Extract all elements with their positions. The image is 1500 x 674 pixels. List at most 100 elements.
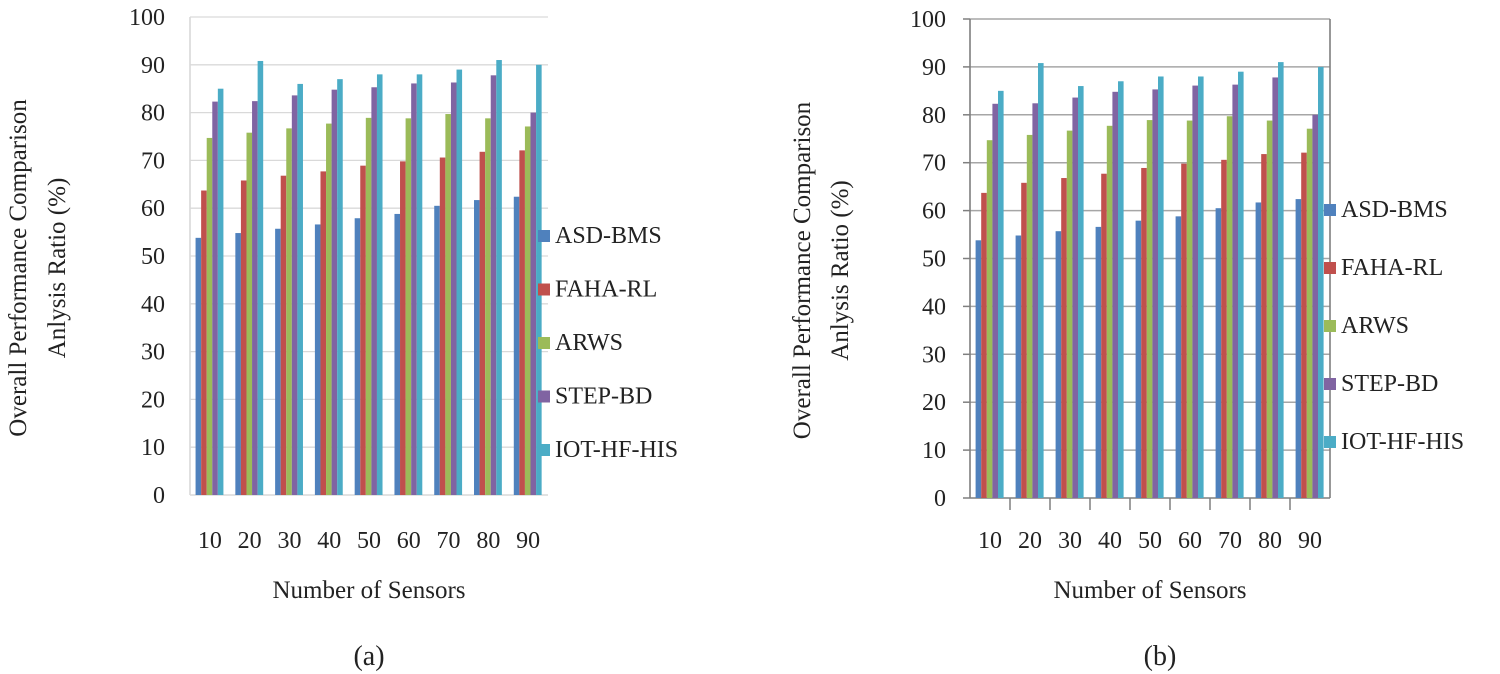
bar-iot-hf-his-60 [416,74,423,496]
x-tick-label: 50 [357,528,381,554]
x-tick-label: 40 [317,528,341,554]
bar-iot-hf-his-90 [536,64,542,496]
bar-iot-hf-his-50 [1158,76,1164,498]
bar-arws-10 [986,140,993,498]
bar-step-bd-40 [331,89,338,495]
bar-faha-rl-90 [519,150,525,495]
bar-arws-40 [326,123,332,496]
y-tick-label: 50 [922,247,946,273]
bar-faha-rl-70 [1221,159,1227,499]
bar-asd-bms-20 [1015,235,1022,498]
y-axis-title-line-1: Overall Performance Comparison [5,99,32,437]
y-tick-label: 40 [141,292,165,318]
y-tick-label: 60 [141,196,165,222]
bar-step-bd-50 [371,87,377,496]
bar-arws-20 [246,132,253,495]
bar-step-bd-80 [490,75,497,495]
bar-iot-hf-his-70 [1238,71,1244,498]
bar-asd-bms-60 [1175,216,1182,498]
x-tick-label: 80 [1258,528,1282,554]
y-tick-label: 100 [910,7,946,33]
bar-iot-hf-his-10 [217,88,224,495]
chart-a: 0 10 20 30 40 50 60 70 80 90 100 10 20 30 40 50 60 70 80 90… [5,5,678,672]
x-tick-label: 60 [1178,528,1202,554]
legend-label: STEP-BD [555,384,652,410]
bar-step-bd-60 [1192,85,1198,499]
y-tick-label: 0 [934,486,946,512]
bar-asd-bms-40 [314,224,321,495]
bar-asd-bms-30 [1055,231,1062,498]
bar-faha-rl-60 [400,161,406,495]
y-tick-label: 90 [141,53,165,79]
y-tick-label: 50 [141,244,165,270]
legend-swatch-iot-hf-his [1324,436,1336,448]
x-tick-label: 10 [978,528,1002,554]
bar-arws-30 [1066,130,1073,498]
bar-faha-rl-80 [1261,154,1267,498]
bar-step-bd-10 [992,103,998,499]
y-tick-label: 30 [141,340,165,366]
legend-swatch-asd-bms [1324,204,1336,216]
bar-iot-hf-his-30 [1078,86,1084,498]
x-tick-label: 20 [238,528,262,554]
bar-arws-60 [405,118,412,495]
bar-step-bd-90 [1312,114,1318,499]
legend-label: FAHA-RL [1341,255,1443,281]
x-axis-title: Number of Sensors [272,577,465,604]
bar-arws-40 [1106,125,1113,498]
y-tick-label: 70 [922,151,946,177]
bar-iot-hf-his-10 [998,90,1004,498]
x-tick-label: 30 [1058,528,1082,554]
legend-label: IOT-HF-HIS [555,437,678,463]
bar-asd-bms-70 [1215,208,1222,498]
bar-step-bd-70 [450,82,457,496]
x-tick-label: 60 [397,528,421,554]
bar-asd-bms-90 [513,196,520,495]
y-axis-title-line-2: Anlysis Ratio (%) [44,178,71,359]
y-tick-label: 100 [129,5,165,31]
figure-caption: (b) [1144,641,1177,672]
bar-arws-70 [445,114,451,495]
bar-faha-rl-50 [360,165,366,495]
bar-arws-60 [1186,120,1193,498]
legend-label: ARWS [1341,313,1409,339]
bar-step-bd-20 [252,101,258,496]
x-tick-label: 10 [198,528,222,554]
bar-arws-50 [1146,120,1153,498]
bar-iot-hf-his-80 [496,60,502,496]
x-tick-label: 80 [476,528,500,554]
bar-asd-bms-40 [1095,226,1102,499]
bar-step-bd-80 [1272,77,1278,499]
bar-step-bd-20 [1032,103,1038,498]
bar-arws-70 [1226,116,1233,498]
bar-asd-bms-50 [354,218,361,495]
y-tick-label: 70 [141,148,165,174]
bar-faha-rl-60 [1181,163,1187,498]
x-tick-label: 20 [1018,528,1042,554]
bar-asd-bms-70 [434,205,440,495]
bar-iot-hf-his-60 [1198,76,1204,498]
bar-asd-bms-90 [1295,199,1302,498]
bar-faha-rl-80 [479,151,486,495]
bar-iot-hf-his-40 [1118,81,1124,499]
bar-faha-rl-30 [1061,178,1067,498]
y-tick-label: 10 [922,438,946,464]
legend-swatch-faha-rl [1324,262,1336,274]
y-tick-label: 0 [153,483,165,509]
y-tick-label: 80 [141,101,165,127]
legend-label: ARWS [555,330,623,356]
legend-label: ASD-BMS [1341,197,1448,223]
bar-asd-bms-10 [975,240,982,498]
legend-label: FAHA-RL [555,277,657,303]
bar-faha-rl-10 [981,192,987,498]
y-tick-label: 80 [922,103,946,129]
y-tick-label: 60 [922,199,946,225]
x-tick-label: 70 [1218,528,1242,554]
x-tick-label: 40 [1098,528,1122,554]
bar-asd-bms-80 [1255,202,1262,498]
bar-step-bd-10 [212,101,218,495]
x-tick-label: 50 [1138,528,1162,554]
bar-arws-10 [206,137,213,495]
bar-step-bd-30 [1072,97,1078,498]
